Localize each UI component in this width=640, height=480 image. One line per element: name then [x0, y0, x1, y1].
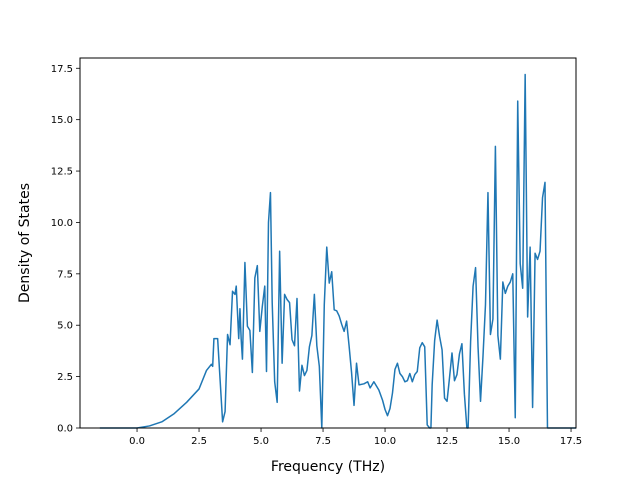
x-tick-label: 15.0: [498, 436, 520, 447]
y-tick-label: 2.5: [57, 372, 73, 383]
x-tick-label: 7.5: [315, 436, 331, 447]
y-tick-label: 17.5: [51, 64, 73, 75]
plot-frame: [79, 57, 577, 429]
x-tick-label: 5.0: [253, 436, 269, 447]
x-axis-label: Frequency (THz): [271, 459, 385, 475]
x-tick-label: 0.0: [129, 436, 145, 447]
y-tick-label: 15.0: [51, 115, 73, 126]
y-tick-label: 12.5: [51, 167, 73, 178]
y-axis-label: Density of States: [17, 183, 33, 303]
x-axis-ticks: 0.0 2.5 5.0 7.5 10.0 12.5 15.0 17.5: [129, 428, 582, 447]
y-tick-label: 5.0: [57, 321, 73, 332]
y-tick-label: 0.0: [57, 424, 73, 435]
y-axis-ticks: 0.0 2.5 5.0 7.5 10.0 12.5 15.0 17.5: [51, 64, 80, 435]
x-tick-label: 2.5: [191, 436, 207, 447]
series-line: [99, 73, 576, 429]
y-tick-label: 7.5: [57, 269, 73, 280]
x-tick-label: 10.0: [374, 436, 396, 447]
plot-area: [80, 58, 576, 428]
x-tick-label: 12.5: [436, 436, 458, 447]
x-tick-label: 17.5: [560, 436, 582, 447]
series-layer: [99, 73, 576, 429]
y-tick-label: 10.0: [51, 218, 73, 229]
